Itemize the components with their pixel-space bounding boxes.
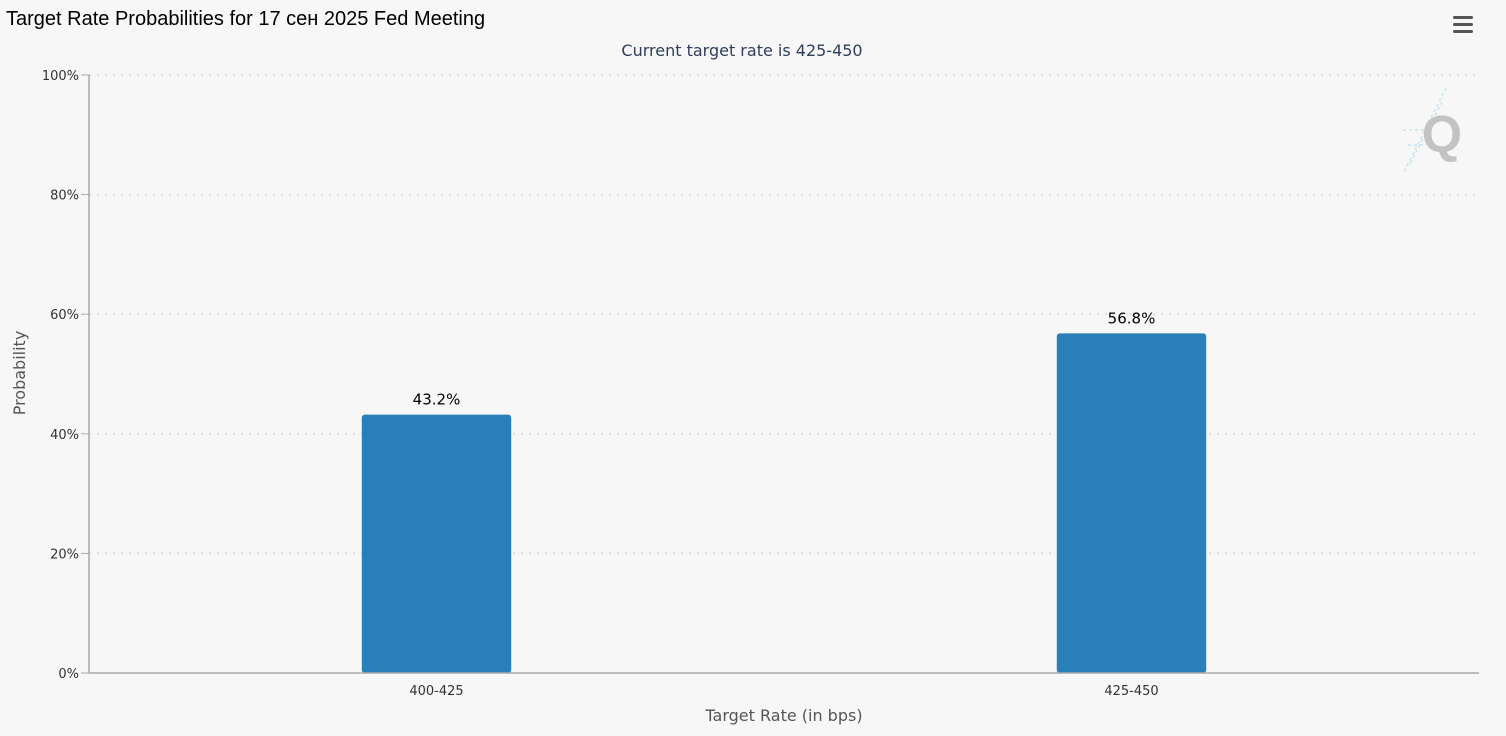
y-tick-label: 20% [50,547,79,562]
y-axis-title: Probability [10,331,29,416]
y-tick-label: 60% [50,308,79,323]
x-axis-title: Target Rate (in bps) [704,706,862,725]
bar-data-label: 43.2% [413,391,461,409]
svg-text:Q: Q [1422,106,1462,164]
y-tick-label: 0% [58,667,79,682]
chart-subtitle: Current target rate is 425-450 [621,41,862,60]
bar-400-425[interactable] [361,414,512,673]
q-logo-icon: Q [1403,87,1462,173]
y-tick-label: 100% [42,69,79,84]
x-tick-label: 400-425 [409,684,463,699]
hamburger-menu-icon[interactable] [1448,12,1478,38]
y-tick-label: 80% [50,189,79,204]
bar-425-450[interactable] [1056,333,1207,673]
bar-data-label: 56.8% [1108,309,1156,327]
chart-title: Target Rate Probabilities for 17 сен 202… [6,8,486,30]
x-tick-label: 425-450 [1104,684,1158,699]
y-tick-label: 40% [50,428,79,443]
